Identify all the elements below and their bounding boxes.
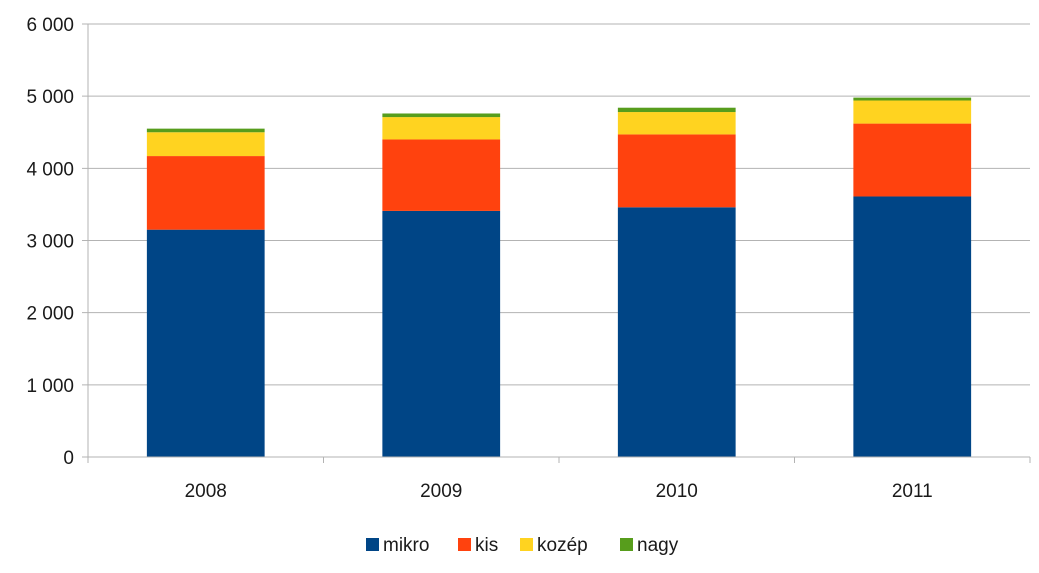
bar-mikro-2010 (617, 207, 736, 457)
bar-mikro-2008 (146, 229, 265, 457)
y-tick-label: 4 000 (26, 159, 74, 180)
legend-swatch-nagy (620, 538, 633, 551)
bar-nagy-2011 (853, 97, 972, 101)
bar-mikro-2009 (382, 210, 501, 457)
bar-kozép-2011 (853, 100, 972, 124)
legend-swatch-kozép (520, 538, 533, 551)
bar-kis-2010 (617, 134, 736, 208)
legend: mikro kis kozép nagy (366, 535, 679, 556)
bar-kis-2011 (853, 123, 972, 197)
legend-label-nagy: nagy (637, 535, 679, 556)
bar-kozép-2009 (382, 117, 501, 140)
bar-nagy-2009 (382, 113, 501, 118)
axes: 0 1 000 2 000 3 000 4 000 5 000 6 000 2008 2009 2… (26, 15, 1031, 502)
bars (146, 97, 972, 457)
x-tick-label: 2008 (185, 481, 227, 502)
bar-mikro-2011 (853, 196, 972, 457)
bar-nagy-2010 (617, 107, 736, 113)
y-tick-label: 5 000 (26, 87, 74, 108)
x-tick-label: 2010 (656, 481, 698, 502)
x-tick-label: 2011 (892, 481, 933, 502)
y-tick-label: 6 000 (26, 15, 74, 36)
legend-label-kozép: kozép (537, 535, 588, 556)
legend-label-kis: kis (475, 535, 498, 556)
bar-kozép-2008 (146, 132, 265, 157)
legend-swatch-mikro (366, 538, 379, 551)
bar-kozép-2010 (617, 112, 736, 135)
y-tick-label: 1 000 (26, 376, 74, 397)
y-tick-label: 0 (63, 448, 74, 469)
bar-kis-2008 (146, 156, 265, 230)
legend-swatch-kis (458, 538, 471, 551)
y-tick-label: 2 000 (26, 304, 74, 325)
bar-nagy-2008 (146, 128, 265, 133)
x-tick-label: 2009 (420, 481, 462, 502)
legend-label-mikro: mikro (383, 535, 429, 556)
bar-kis-2009 (382, 139, 501, 211)
y-tick-label: 3 000 (26, 232, 74, 253)
